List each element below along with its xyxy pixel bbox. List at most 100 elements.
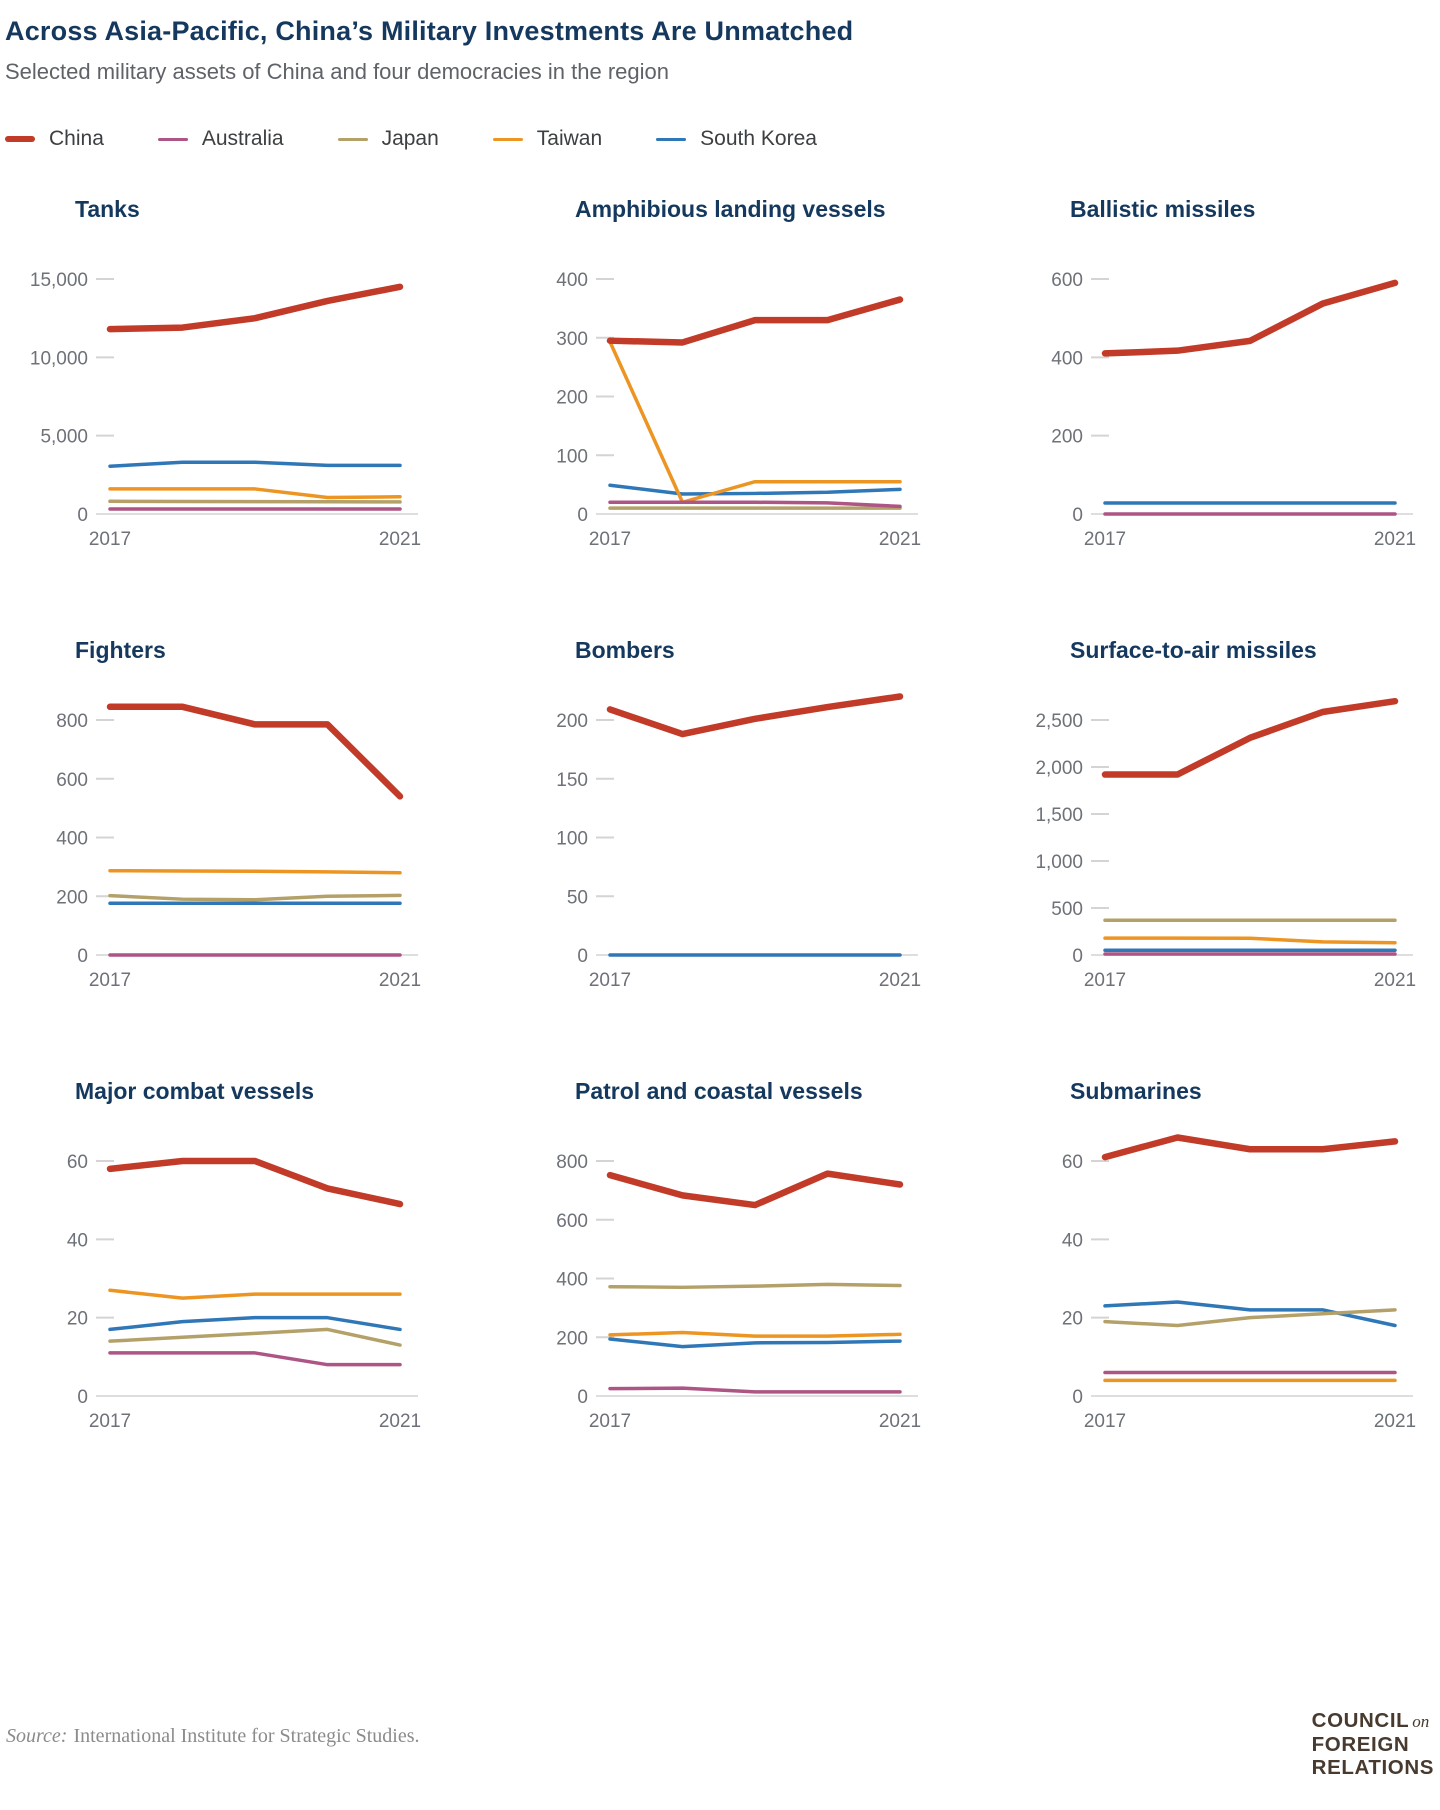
svg-text:0: 0 — [1072, 1387, 1083, 1408]
svg-text:200: 200 — [556, 1328, 588, 1349]
svg-text:2021: 2021 — [379, 1411, 421, 1432]
south-korea-line-swatch — [656, 137, 687, 141]
svg-text:200: 200 — [56, 887, 88, 908]
patrol-plot: 0 200 400 600 800 2017 2021 — [556, 1152, 921, 1432]
tanks-plot: 0 5,000 10,000 15,000 2017 2021 — [30, 270, 421, 550]
page-footer: Source: International Institute for Strat… — [0, 1709, 1440, 1779]
svg-text:500: 500 — [1051, 899, 1083, 920]
svg-text:2021: 2021 — [879, 970, 921, 991]
svg-text:600: 600 — [556, 1211, 588, 1232]
legend-label-china: China — [49, 127, 104, 150]
japan-line-swatch — [337, 137, 368, 141]
svg-text:0: 0 — [77, 1387, 88, 1408]
svg-text:2017: 2017 — [89, 529, 131, 550]
page-subtitle: Selected military assets of China and fo… — [5, 59, 670, 84]
sam-plot: 0 500 1,000 1,500 2,000 2,500 2017 2021 — [1035, 697, 1416, 991]
svg-text:2021: 2021 — [379, 970, 421, 991]
amphibious-plot: 0 100 200 300 400 2017 2021 — [556, 270, 921, 550]
chart-title-patrol: Patrol and coastal vessels — [575, 1078, 863, 1104]
svg-text:100: 100 — [556, 446, 588, 467]
svg-text:200: 200 — [1051, 427, 1083, 448]
svg-text:400: 400 — [556, 270, 588, 291]
svg-text:10,000: 10,000 — [30, 348, 88, 369]
chart-tanks: Tanks 0 5,000 10,000 15,000 2017 2021 — [0, 196, 470, 559]
chart-title-ballistic: Ballistic missiles — [1070, 196, 1256, 222]
svg-text:2021: 2021 — [1374, 970, 1416, 991]
legend-item-australia: Australia — [157, 127, 284, 151]
svg-text:15,000: 15,000 — [30, 270, 88, 291]
svg-text:800: 800 — [556, 1152, 588, 1173]
chart-fighters: Fighters 0 200 400 600 800 2017 2021 — [0, 637, 470, 1000]
chart-major-combat-vessels: Major combat vessels 0 20 40 60 2017 2021 — [0, 1078, 470, 1441]
legend-label-south-korea: South Korea — [700, 127, 817, 150]
svg-text:2017: 2017 — [89, 1411, 131, 1432]
svg-text:5,000: 5,000 — [40, 427, 88, 448]
svg-text:2,000: 2,000 — [1035, 758, 1083, 779]
chart-patrol-and-coastal-vessels: Patrol and coastal vessels 0 200 400 600 800… — [470, 1078, 940, 1441]
svg-text:2017: 2017 — [589, 970, 631, 991]
fighters-plot: 0 200 400 600 800 2017 2021 — [56, 703, 421, 991]
chart-amphibious-landing-vessels: Amphibious landing vessels 0 100 200 300 400… — [470, 196, 940, 559]
svg-text:800: 800 — [56, 711, 88, 732]
svg-text:20: 20 — [1062, 1309, 1083, 1330]
legend-item-taiwan: Taiwan — [492, 127, 603, 151]
cfr-logo-line-3: RELATIONS — [1311, 1756, 1434, 1779]
legend-item-china: China — [5, 127, 104, 151]
charts-grid: Tanks 0 5,000 10,000 15,000 2017 2021 Amphibi… — [0, 196, 1440, 1441]
bombers-plot: 0 50 100 150 200 2017 2021 — [556, 693, 921, 991]
legend-label-taiwan: Taiwan — [536, 127, 603, 150]
svg-text:2017: 2017 — [89, 970, 131, 991]
svg-text:2021: 2021 — [379, 529, 421, 550]
svg-text:20: 20 — [67, 1309, 88, 1330]
cfr-logo-council: COUNCIL — [1311, 1709, 1410, 1732]
chart-title-submarines: Submarines — [1070, 1078, 1202, 1104]
svg-text:2,500: 2,500 — [1035, 711, 1083, 732]
source-note: Source: International Institute for Strat… — [6, 1725, 420, 1748]
ballistic-plot: 0 200 400 600 2017 2021 — [1051, 270, 1416, 550]
source-label: Source: — [6, 1725, 68, 1747]
svg-text:40: 40 — [67, 1230, 88, 1251]
major-combat-plot: 0 20 40 60 2017 2021 — [67, 1152, 421, 1432]
svg-text:2021: 2021 — [879, 1411, 921, 1432]
svg-text:400: 400 — [1051, 348, 1083, 369]
svg-text:60: 60 — [67, 1152, 88, 1173]
chart-bombers: Bombers 0 50 100 150 200 2017 2021 — [470, 637, 940, 1000]
svg-text:1,500: 1,500 — [1035, 805, 1083, 826]
svg-text:2017: 2017 — [589, 1411, 631, 1432]
svg-text:0: 0 — [1072, 946, 1083, 967]
chart-submarines: Submarines 0 20 40 60 2017 2021 — [940, 1078, 1440, 1441]
svg-text:0: 0 — [577, 946, 588, 967]
svg-text:40: 40 — [1062, 1230, 1083, 1251]
svg-text:2021: 2021 — [1374, 1411, 1416, 1432]
svg-text:0: 0 — [77, 505, 88, 526]
svg-text:2021: 2021 — [879, 529, 921, 550]
svg-text:400: 400 — [556, 1270, 588, 1291]
svg-text:2021: 2021 — [1374, 529, 1416, 550]
chart-title-fighters: Fighters — [75, 637, 166, 663]
chart-title-major-combat: Major combat vessels — [75, 1078, 315, 1104]
chart-title-amphibious: Amphibious landing vessels — [575, 196, 886, 222]
svg-text:2017: 2017 — [589, 529, 631, 550]
legend-item-japan: Japan — [337, 127, 439, 151]
submarines-plot: 0 20 40 60 2017 2021 — [1062, 1134, 1416, 1432]
page-header: Across Asia-Pacific, China’s Military In… — [0, 16, 1440, 85]
svg-text:600: 600 — [56, 770, 88, 791]
svg-text:600: 600 — [1051, 270, 1083, 291]
australia-line-swatch — [157, 137, 188, 141]
svg-text:0: 0 — [77, 946, 88, 967]
svg-text:0: 0 — [577, 505, 588, 526]
source-text: International Institute for Strategic St… — [73, 1725, 420, 1747]
legend-label-australia: Australia — [201, 127, 284, 150]
chart-surface-to-air-missiles: Surface-to-air missiles 0 500 1,000 1,500 2,… — [940, 637, 1440, 1000]
svg-text:0: 0 — [577, 1387, 588, 1408]
cfr-logo: COUNCIL on FOREIGN RELATIONS — [1312, 1709, 1434, 1779]
china-line-swatch — [5, 136, 35, 142]
svg-text:1,000: 1,000 — [1035, 852, 1083, 873]
svg-text:300: 300 — [556, 329, 588, 350]
page-title: Across Asia-Pacific, China’s Military In… — [5, 16, 854, 46]
legend-label-japan: Japan — [381, 127, 439, 150]
chart-title-bombers: Bombers — [575, 637, 675, 663]
svg-text:0: 0 — [1072, 505, 1083, 526]
svg-text:50: 50 — [567, 887, 588, 908]
svg-text:2017: 2017 — [1084, 529, 1126, 550]
